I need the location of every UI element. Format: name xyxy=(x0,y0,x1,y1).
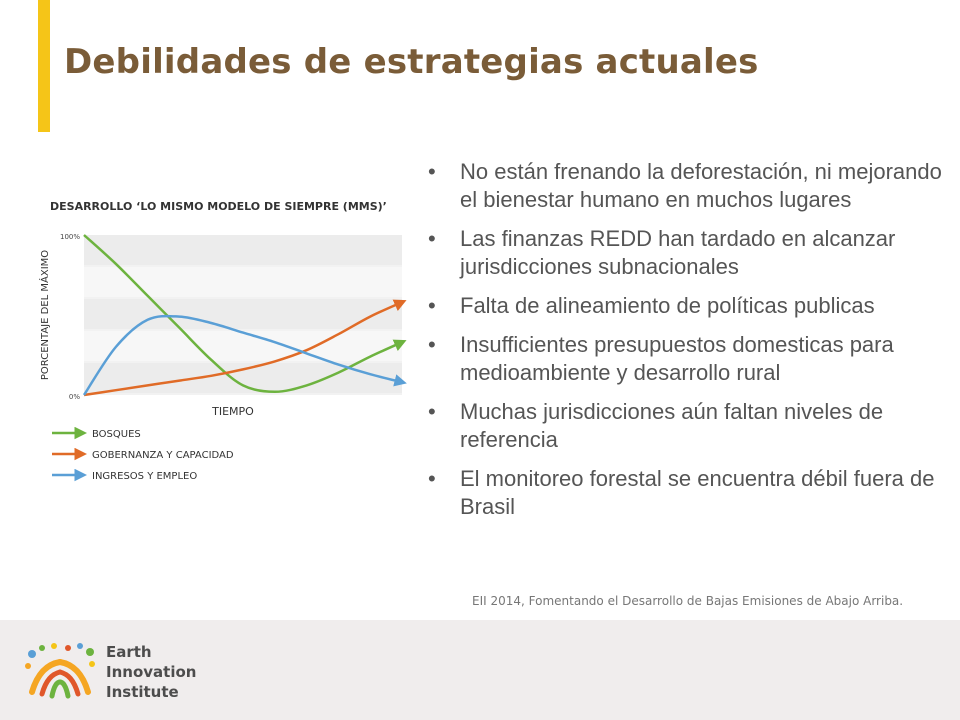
footer: Earth Innovation Institute xyxy=(0,620,960,720)
legend-label: GOBERNANZA Y CAPACIDAD xyxy=(92,450,234,461)
grid-band xyxy=(84,331,402,361)
bullet-dot: • xyxy=(428,226,436,251)
bullet-list: • No están frenando la deforestación, ni … xyxy=(424,158,944,532)
earth-innovation-logo xyxy=(25,643,95,699)
chart-title: DESARROLLO ‘LO MISMO MODELO DE SIEMPRE (… xyxy=(50,200,387,213)
x-axis-label: TIEMPO xyxy=(211,405,254,418)
y-tick-label: 100% xyxy=(60,233,80,241)
bullet-dot: • xyxy=(428,466,436,491)
bullet-text: Insufficientes presupuestos domesticas p… xyxy=(460,332,894,385)
bullet-text: Muchas jurisdicciones aún faltan niveles… xyxy=(460,399,884,452)
org-name-line-1: Earth xyxy=(106,643,152,661)
bullet-item: • Muchas jurisdicciones aún faltan nivele… xyxy=(424,398,944,454)
legend-label: INGRESOS Y EMPLEO xyxy=(92,471,197,482)
bullet-text: Las finanzas REDD han tardado en alcanza… xyxy=(460,226,896,279)
series-line-gobernanza-y-capacidad xyxy=(83,299,407,397)
legend-label: BOSQUES xyxy=(92,429,141,440)
bullet-item: • Insufficientes presupuestos domesticas … xyxy=(424,331,944,387)
bullet-dot: • xyxy=(428,293,436,318)
bullet-text: El monitoreo forestal se encuentra débil… xyxy=(460,466,935,519)
org-name: Earth Innovation Institute xyxy=(106,642,196,702)
org-name-line-3: Institute xyxy=(106,683,179,701)
series-line-ingresos-y-empleo xyxy=(82,314,407,396)
grid-band xyxy=(84,299,402,329)
y-axis-label: PORCENTAJE DEL MÁXIMO xyxy=(38,250,51,380)
bullet-item: • Falta de alineamiento de políticas publ… xyxy=(424,292,944,320)
bullet-text: Falta de alineamiento de políticas publi… xyxy=(460,293,875,318)
bullet-dot: • xyxy=(428,332,436,357)
grid-band xyxy=(84,235,402,265)
bullet-item: • Las finanzas REDD han tardado en alcanz… xyxy=(424,225,944,281)
bullet-dot: • xyxy=(428,159,436,184)
bullet-item: • No están frenando la deforestación, ni … xyxy=(424,158,944,214)
y-tick-label: 0% xyxy=(69,393,80,401)
chart-figure: DESARROLLO ‘LO MISMO MODELO DE SIEMPRE (… xyxy=(32,190,412,490)
accent-bar xyxy=(38,0,50,132)
bullet-dot: • xyxy=(428,399,436,424)
slide-title: Debilidades de estrategias actuales xyxy=(64,42,759,82)
grid-band xyxy=(84,267,402,297)
bullet-item: • El monitoreo forestal se encuentra débi… xyxy=(424,465,944,521)
source-citation: EII 2014, Fomentando el Desarrollo de Ba… xyxy=(472,594,904,608)
chart-svg: 100% 0% PORCENTAJE DEL MÁXIMO TIEMPO BOSQUES… xyxy=(38,233,407,482)
bullet-text: No están frenando la deforestación, ni m… xyxy=(460,159,942,212)
org-name-line-2: Innovation xyxy=(106,663,197,681)
